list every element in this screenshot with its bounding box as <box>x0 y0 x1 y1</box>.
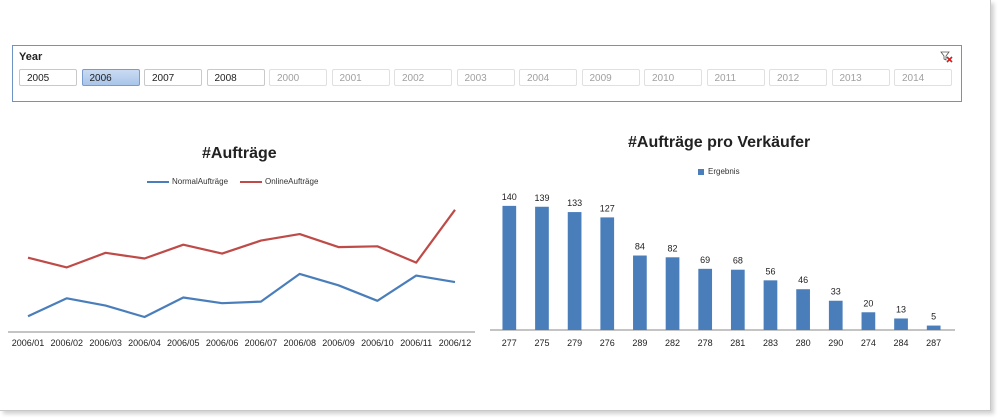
x-tick-label: 2006/04 <box>128 338 161 348</box>
series-line-1 <box>27 209 456 269</box>
x-tick-label: 2006/07 <box>245 338 278 348</box>
slicer-item-2014[interactable]: 2014 <box>894 69 952 86</box>
x-tick-label: 2006/10 <box>361 338 394 348</box>
line-chart: 2006/01 2006/02 2006/03 2006/04 2006/05 2006/… <box>8 209 475 348</box>
bar-284 <box>894 318 908 330</box>
slicer-item-2005[interactable]: 2005 <box>19 69 77 86</box>
data-label: 33 <box>831 287 841 297</box>
bar-chart: 140 277 139 275 133 279 127 276 84 289 82 282 69 278 6… <box>490 192 955 348</box>
x-tick-label: 2006/09 <box>322 338 355 348</box>
x-tick-label: 279 <box>567 338 582 348</box>
x-tick-label: 280 <box>796 338 811 348</box>
data-label: 56 <box>765 266 775 276</box>
data-label: 68 <box>733 256 743 266</box>
series-line-0 <box>27 272 456 319</box>
data-label: 5 <box>931 312 936 322</box>
bar-289 <box>633 255 647 330</box>
bar-287 <box>926 325 941 330</box>
x-tick-label: 290 <box>828 338 843 348</box>
legend-swatch-ergebnis <box>698 168 704 175</box>
legend-label-online: OnlineAufträge <box>265 177 319 186</box>
legend-line-online <box>240 180 263 183</box>
bar-283 <box>763 280 778 330</box>
data-label: 20 <box>863 298 873 308</box>
x-tick-label: 2006/08 <box>283 338 316 348</box>
bar-279 <box>567 212 582 330</box>
legend-label-ergebnis: Ergebnis <box>708 167 740 176</box>
x-tick-label: 281 <box>730 338 745 348</box>
line-chart-title: #Aufträge <box>202 145 277 162</box>
x-tick-label: 283 <box>763 338 778 348</box>
bar-280 <box>796 289 810 330</box>
bar-277 <box>502 205 517 330</box>
bar-274 <box>861 312 876 330</box>
bar-chart-legend: Ergebnis <box>698 167 740 176</box>
slicer-item-2003[interactable]: 2003 <box>456 69 515 86</box>
data-label: 13 <box>896 304 906 314</box>
x-tick-label: 287 <box>926 338 941 348</box>
data-label: 84 <box>635 242 645 252</box>
x-tick-label: 2006/03 <box>89 338 122 348</box>
slicer-item-2007[interactable]: 2007 <box>144 69 202 86</box>
bar-282 <box>665 257 680 330</box>
data-label: 140 <box>502 192 517 202</box>
x-tick-label: 276 <box>600 338 615 348</box>
slicer-item-2004[interactable]: 2004 <box>519 69 577 86</box>
slicer-item-2001[interactable]: 2001 <box>331 69 390 86</box>
x-tick-label: 289 <box>632 338 647 348</box>
x-tick-label: 284 <box>894 338 909 348</box>
x-tick-label: 282 <box>665 338 680 348</box>
data-label: 133 <box>567 198 582 208</box>
data-label: 46 <box>798 275 808 285</box>
x-tick-label: 274 <box>861 338 876 348</box>
slicer-item-2011[interactable]: 2011 <box>706 69 765 86</box>
bar-278 <box>698 268 713 330</box>
report-frame <box>0 0 991 411</box>
x-tick-label: 2006/05 <box>167 338 200 348</box>
x-tick-label: 2006/01 <box>12 338 45 348</box>
x-tick-label: 278 <box>698 338 713 348</box>
bar-290 <box>828 300 843 330</box>
line-chart-legend: NormalAufträge OnlineAufträge <box>147 177 318 186</box>
data-label: 127 <box>600 203 615 213</box>
x-tick-label: 2006/06 <box>206 338 239 348</box>
x-tick-label: 275 <box>534 338 549 348</box>
data-label: 69 <box>700 255 710 265</box>
x-tick-label: 2006/02 <box>51 338 84 348</box>
year-slicer: Year 2005 2006 2007 2008 2000 2001 2002 2003 200… <box>12 45 962 102</box>
bar-276 <box>600 217 615 330</box>
bar-275 <box>535 206 549 330</box>
slicer-item-2000[interactable]: 2000 <box>269 69 327 86</box>
x-tick-label: 2006/11 <box>400 338 432 348</box>
slicer-item-2010[interactable]: 2010 <box>644 69 702 86</box>
legend-line-normal <box>147 180 169 183</box>
x-tick-label: 2006/12 <box>439 338 472 348</box>
data-label: 139 <box>534 193 549 203</box>
slicer-title: Year <box>19 51 43 63</box>
slicer-item-2006[interactable]: 2006 <box>81 69 140 86</box>
slicer-item-2012[interactable]: 2012 <box>769 69 827 86</box>
data-label: 82 <box>668 243 678 253</box>
slicer-item-2013[interactable]: 2013 <box>831 69 890 86</box>
slicer-item-2002[interactable]: 2002 <box>394 69 452 86</box>
clear-filter-icon[interactable] <box>939 50 953 64</box>
x-tick-label: 277 <box>502 338 517 348</box>
legend-label-normal: NormalAufträge <box>172 177 229 186</box>
slicer-item-2008[interactable]: 2008 <box>206 69 265 86</box>
bar-chart-title: #Aufträge pro Verkäufer <box>628 134 811 151</box>
slicer-item-2009[interactable]: 2009 <box>581 69 640 86</box>
bar-281 <box>730 269 745 330</box>
